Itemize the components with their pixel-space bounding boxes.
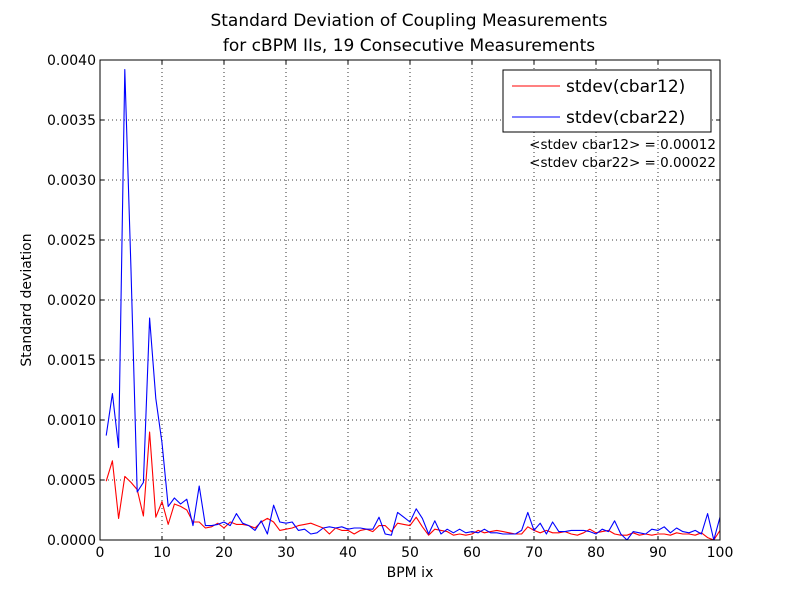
y-tick-label: 0.0010	[47, 413, 96, 429]
legend: stdev(cbar12) stdev(cbar22)	[502, 69, 712, 133]
x-tick-label: 50	[401, 545, 419, 561]
x-tick-label: 90	[649, 545, 667, 561]
y-tick-label: 0.0040	[47, 53, 96, 69]
series-line-cbar12	[105, 431, 721, 541]
x-tick-label: 40	[339, 545, 357, 561]
chart-title-line1: Standard Deviation of Coupling Measureme…	[210, 11, 607, 31]
y-tick-label: 0.0025	[47, 233, 96, 249]
y-tick-label: 0.0035	[47, 113, 96, 129]
annotation-mean-cbar22: <stdev cbar22> = 0.00022	[529, 155, 716, 171]
x-tick-label: 100	[707, 545, 734, 561]
y-tick-label: 0.0030	[47, 173, 96, 189]
series-line-cbar22	[105, 69, 721, 541]
annotation-mean-cbar12: <stdev cbar12> = 0.00012	[529, 137, 716, 153]
y-tick-label: 0.0020	[47, 293, 96, 309]
y-tick-labels: 0.0000 0.0005 0.0010 0.0015 0.0020 0.0025 0.00…	[47, 53, 96, 549]
x-tick-label: 0	[96, 545, 105, 561]
legend-label-cbar12: stdev(cbar12)	[566, 77, 685, 97]
x-tick-label: 70	[525, 545, 543, 561]
x-tick-labels: 0 10 20 30 40 50 60 70 80 90 100	[96, 545, 734, 561]
x-tick-label: 10	[153, 545, 171, 561]
x-tick-label: 30	[277, 545, 295, 561]
x-tick-label: 20	[215, 545, 233, 561]
x-axis-label: BPM ix	[387, 565, 434, 581]
x-tick-label: 60	[463, 545, 481, 561]
y-axis-label: Standard deviation	[19, 233, 35, 366]
y-tick-label: 0.0000	[47, 533, 96, 549]
plot-frame	[99, 59, 721, 541]
y-tick-label: 0.0005	[47, 473, 96, 489]
x-tick-label: 80	[587, 545, 605, 561]
y-tick-label: 0.0015	[47, 353, 96, 369]
legend-label-cbar22: stdev(cbar22)	[566, 108, 685, 128]
legend-box	[502, 69, 712, 133]
chart-title-line2: for cBPM IIs, 19 Consecutive Measurement…	[223, 36, 595, 56]
series-lines	[105, 69, 721, 541]
